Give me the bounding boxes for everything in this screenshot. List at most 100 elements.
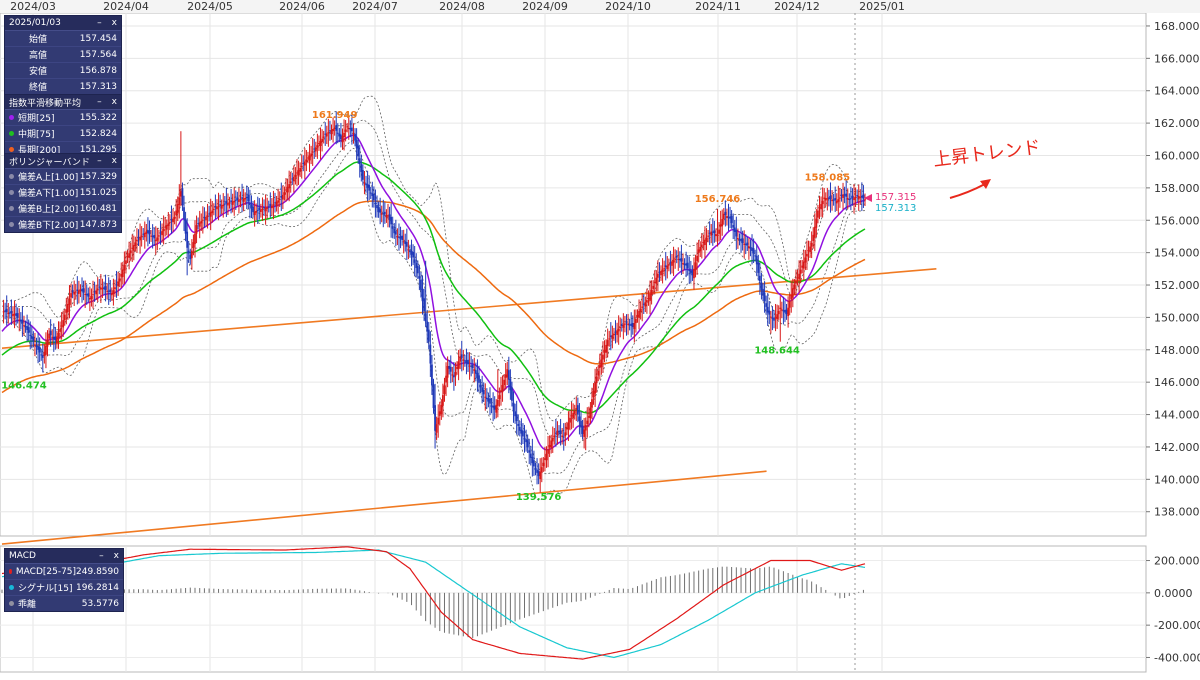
last-price-label: 157.313 — [875, 203, 916, 214]
minimize-icon[interactable]: – — [99, 551, 104, 561]
ohlc-value: 156.878 — [79, 65, 117, 76]
candle-body — [431, 364, 433, 386]
candle-body — [699, 246, 702, 252]
macd-label: シグナル[15] — [18, 584, 73, 594]
candle-body — [49, 330, 52, 336]
ohlc-label: 終値 — [29, 83, 48, 93]
candle-body — [377, 207, 380, 213]
candle-body — [302, 162, 305, 164]
macd-legend-panel[interactable]: MACD – x MACD[25-75] 249.8590 シグナル[15] 196.… — [4, 548, 124, 612]
close-icon[interactable]: x — [111, 18, 117, 28]
candle-body — [5, 308, 8, 313]
candle-body — [471, 364, 474, 369]
candle-body — [754, 255, 757, 257]
candle-body — [711, 231, 714, 233]
candle-body — [777, 310, 780, 315]
ohlc-panel-header[interactable]: 2025/01/03 – x — [5, 16, 121, 31]
close-icon[interactable]: x — [113, 551, 119, 561]
minimize-icon[interactable]: – — [97, 97, 102, 107]
candle-body — [677, 258, 680, 260]
ohlc-legend-panel[interactable]: 2025/01/03 – x 始値 157.454 高値 157.564 安値 156.… — [4, 15, 122, 95]
candle-body — [383, 211, 386, 215]
candle-body — [619, 327, 622, 329]
ema-legend-panel[interactable]: 指数平滑移動平均 – x 短期[25] 155.322 中期[75] 152.824 … — [4, 94, 122, 158]
candle-body — [636, 314, 639, 318]
candle-body — [498, 395, 501, 400]
candle-body — [79, 289, 82, 292]
y-tick-label: 156.000 — [1154, 214, 1200, 227]
bb-label: 偏差B上[2.00] — [18, 205, 79, 215]
close-icon[interactable]: x — [111, 97, 117, 107]
candle-body — [45, 345, 47, 355]
candle-body — [860, 195, 863, 198]
candle-body — [37, 346, 39, 350]
candle-body — [41, 355, 44, 358]
candle-body — [349, 127, 352, 130]
candle-body — [551, 438, 554, 442]
minimize-icon[interactable]: – — [97, 18, 102, 28]
candle-body — [40, 354, 43, 356]
ohlc-row-close: 終値 157.313 — [5, 79, 121, 94]
candle-body — [48, 333, 50, 339]
candle-body — [672, 260, 675, 263]
candle-body — [316, 145, 319, 148]
candle-body — [791, 288, 794, 298]
macd-y-tick-label: 200.0000 — [1154, 555, 1200, 568]
y-tick-label: 166.000 — [1154, 52, 1200, 65]
candle-body — [219, 204, 222, 206]
candle-body — [487, 398, 490, 402]
candle-body — [696, 255, 699, 262]
candle-body — [790, 294, 793, 300]
candle-body — [92, 294, 94, 296]
candle-body — [134, 242, 137, 247]
candle-body — [195, 225, 198, 234]
candle-body — [837, 199, 840, 202]
close-icon[interactable]: x — [111, 156, 117, 166]
macd-panel-header[interactable]: MACD – x — [5, 549, 123, 564]
candle-body — [101, 288, 104, 290]
bollinger-legend-panel[interactable]: ボリンジャーバンド – x 偏差A上[1.00] 157.329 偏差A下[1.00… — [4, 153, 122, 233]
macd-row: 乖離 53.5776 — [5, 596, 123, 611]
candle-body — [77, 290, 80, 294]
candle-body — [598, 365, 601, 368]
macd-row: MACD[25-75] 249.8590 — [5, 564, 123, 580]
candle-body — [396, 235, 399, 238]
macd-value: 53.5776 — [81, 598, 119, 609]
candle-body — [606, 340, 609, 346]
candle-body — [62, 320, 65, 328]
candle-body — [19, 319, 22, 322]
candle-body — [340, 134, 342, 140]
candle-body — [98, 286, 101, 288]
candle-body — [846, 197, 849, 200]
candle-body — [854, 197, 857, 199]
ema-panel-header[interactable]: 指数平滑移動平均 – x — [5, 95, 121, 110]
candle-body — [613, 333, 615, 336]
candle-body — [459, 356, 462, 362]
candle-body — [614, 331, 617, 333]
bollinger-panel-header[interactable]: ボリンジャーバンド – x — [5, 154, 121, 169]
candle-body — [755, 255, 758, 265]
candle-body — [255, 211, 258, 213]
candle-body — [228, 202, 231, 204]
candle-body — [603, 349, 606, 353]
candle-body — [143, 232, 146, 238]
candle-body — [253, 211, 256, 216]
candle-body — [360, 164, 363, 172]
bb-lower-1-line — [1, 139, 866, 475]
candle-body — [561, 435, 564, 437]
candle-body — [812, 234, 815, 241]
candle-body — [74, 291, 77, 293]
candle-body — [346, 126, 349, 128]
candle-body — [335, 125, 338, 131]
ohlc-value: 157.313 — [79, 81, 117, 92]
candle-body — [730, 215, 733, 224]
candle-body — [514, 411, 516, 417]
candle-body — [652, 285, 655, 289]
candle-body — [388, 214, 391, 220]
candle-body — [321, 138, 323, 142]
candle-body — [206, 215, 209, 218]
candle-body — [355, 139, 358, 149]
minimize-icon[interactable]: – — [97, 156, 102, 166]
candle-body — [821, 200, 824, 205]
